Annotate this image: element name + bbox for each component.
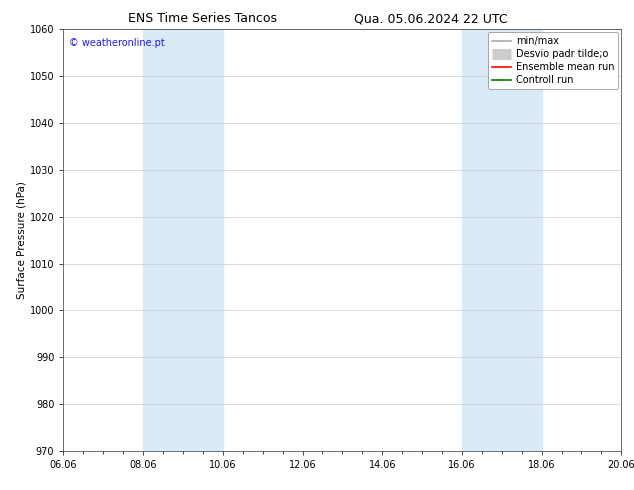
Bar xyxy=(462,29,541,451)
Legend: min/max, Desvio padr tilde;o, Ensemble mean run, Controll run: min/max, Desvio padr tilde;o, Ensemble m… xyxy=(488,32,618,89)
Text: © weatheronline.pt: © weatheronline.pt xyxy=(69,38,165,48)
Bar xyxy=(143,29,223,451)
Text: ENS Time Series Tancos: ENS Time Series Tancos xyxy=(128,12,278,25)
Y-axis label: Surface Pressure (hPa): Surface Pressure (hPa) xyxy=(17,181,27,299)
Text: Qua. 05.06.2024 22 UTC: Qua. 05.06.2024 22 UTC xyxy=(354,12,508,25)
